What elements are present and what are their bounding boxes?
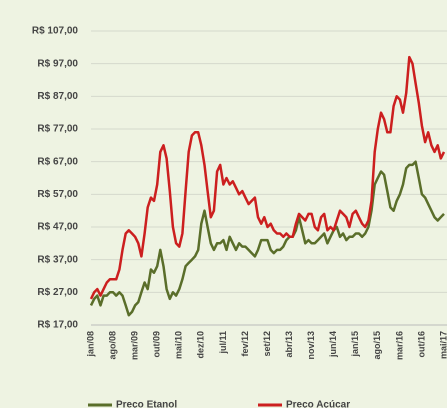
y-tick-label: R$ 17,00 bbox=[37, 320, 78, 331]
x-tick-label: abr/13 bbox=[284, 331, 294, 358]
series-line bbox=[89, 160, 445, 317]
y-tick-label: R$ 77,00 bbox=[37, 124, 78, 135]
x-tick-label: mar/16 bbox=[394, 331, 404, 360]
y-tick-label: R$ 47,00 bbox=[37, 222, 78, 233]
x-tick-label: ago/15 bbox=[372, 331, 382, 360]
series-line bbox=[89, 55, 446, 300]
y-tick-label: R$ 107,00 bbox=[32, 26, 79, 37]
legend-label: Preço Açúcar bbox=[286, 400, 350, 408]
y-tick-label: R$ 67,00 bbox=[37, 156, 78, 167]
x-tick-label: jun/14 bbox=[328, 331, 338, 358]
x-tick-label: jan/08 bbox=[85, 331, 95, 358]
x-tick-label: out/16 bbox=[416, 331, 426, 358]
y-tick-label: R$ 27,00 bbox=[37, 287, 78, 298]
x-tick-label: jul/11 bbox=[218, 331, 228, 355]
legend-label: Preço Etanol bbox=[116, 400, 177, 408]
x-tick-label: dez/10 bbox=[196, 331, 206, 359]
x-tick-label: mai/17 bbox=[438, 331, 447, 359]
x-tick-label: ago/08 bbox=[107, 331, 117, 360]
x-tick-label: set/12 bbox=[262, 331, 272, 357]
x-tick-label: nov/13 bbox=[306, 331, 316, 360]
x-tick-label: mai/10 bbox=[174, 331, 184, 359]
y-tick-label: R$ 37,00 bbox=[37, 254, 78, 265]
x-tick-label: jan/15 bbox=[350, 331, 360, 358]
x-tick-label: fev/12 bbox=[240, 331, 250, 357]
y-tick-label: R$ 57,00 bbox=[37, 189, 78, 200]
x-tick-label: mar/09 bbox=[130, 331, 140, 360]
y-tick-label: R$ 87,00 bbox=[37, 91, 78, 102]
x-tick-label: out/09 bbox=[152, 331, 162, 358]
y-tick-label: R$ 97,00 bbox=[37, 58, 78, 69]
